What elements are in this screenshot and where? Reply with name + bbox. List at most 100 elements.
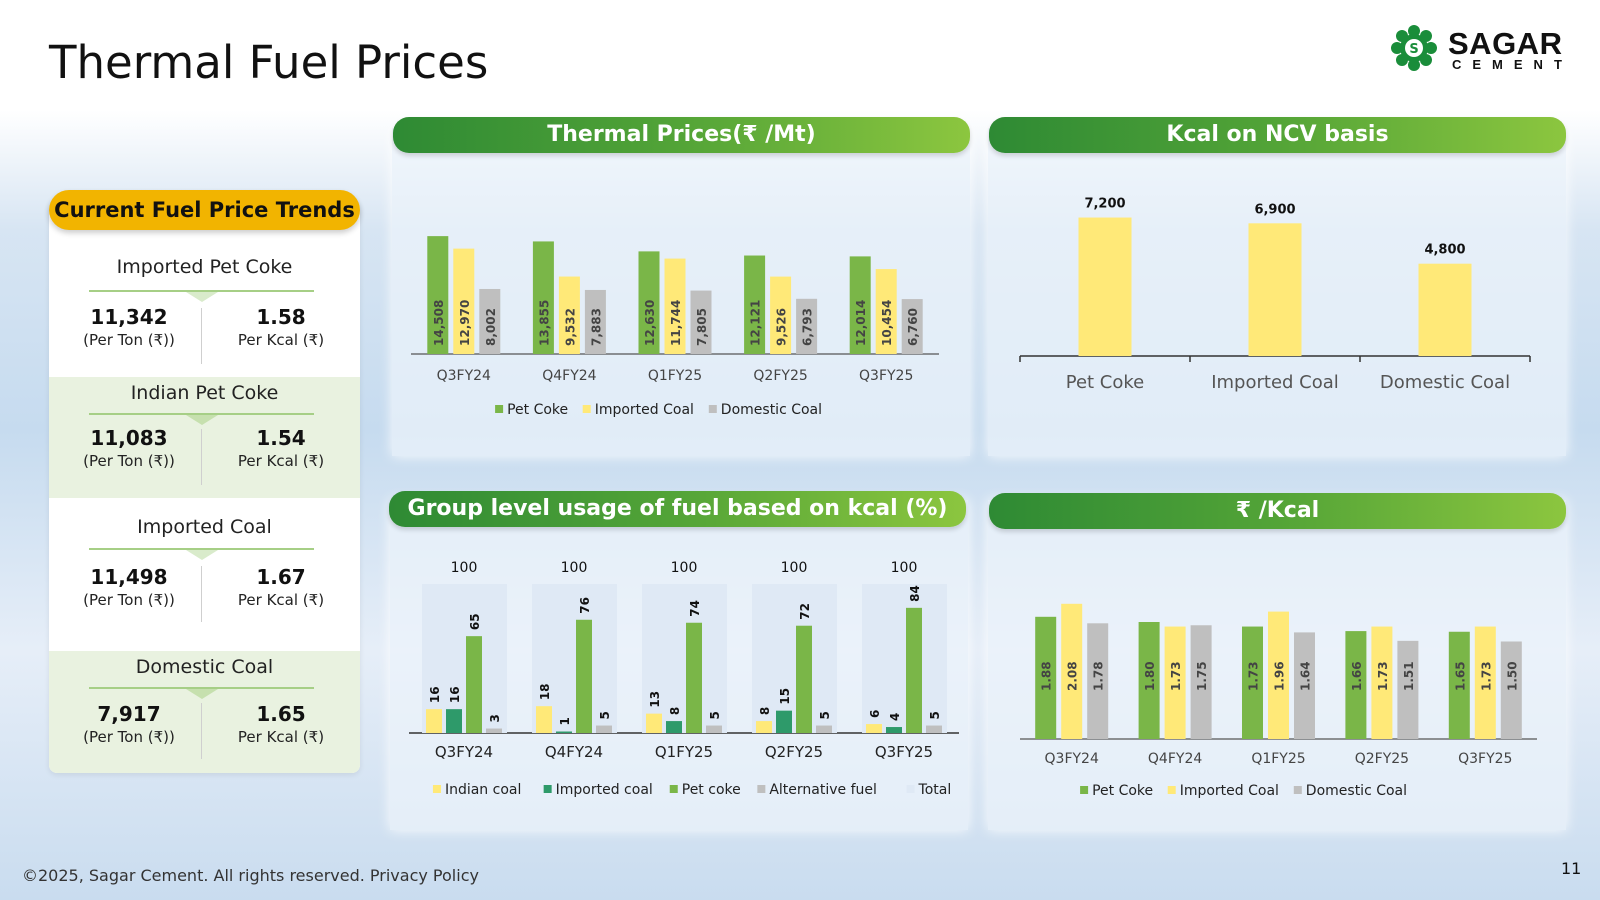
usage-bar — [866, 724, 882, 733]
usage-total-label: 100 — [561, 560, 588, 576]
rskcal-bar-label: 1.66 — [1350, 661, 1364, 691]
usage-tick-label: Q2FY25 — [765, 743, 823, 761]
rskcal-bar — [1474, 626, 1496, 739]
legend-label: Imported coal — [556, 782, 653, 798]
rs-per-kcal-header: ₹ /Kcal — [989, 493, 1566, 529]
usage-bar — [796, 625, 812, 733]
logo-sub: CEMENT — [1452, 57, 1573, 72]
usage-bar — [756, 721, 772, 733]
thermal-bar — [427, 236, 449, 354]
per-kcal-label: Per Kcal (₹) — [237, 452, 325, 470]
thermal-tick-label: Q3FY25 — [859, 368, 913, 384]
usage-bar-label: 15 — [778, 688, 792, 705]
per-kcal-value: 1.58 — [256, 305, 306, 329]
per-ton-label: (Per Ton (₹)) — [83, 591, 175, 609]
legend-swatch-pet-coke — [669, 785, 678, 793]
usage-total-bar — [862, 584, 947, 733]
per-kcal-value: 1.65 — [256, 702, 306, 726]
rskcal-bar — [1345, 631, 1367, 739]
legend-label: Pet coke — [682, 782, 741, 798]
thermal-bar-label: 9,532 — [563, 308, 577, 346]
company-logo: S SAGAR CEMENT — [1390, 24, 1580, 76]
rskcal-bar-label: 1.88 — [1040, 661, 1054, 691]
rskcal-tick-label: Q3FY25 — [1458, 751, 1512, 767]
usage-bar — [686, 622, 702, 733]
legend-label: Imported Coal — [1180, 783, 1279, 799]
fuel-name: Indian Pet Coke — [130, 382, 279, 404]
thermal-bar — [744, 255, 766, 354]
usage-total-label: 100 — [781, 560, 808, 576]
page-number: 11 — [1561, 859, 1582, 878]
kcal-bar — [1078, 217, 1132, 356]
rskcal-bar — [1448, 631, 1470, 739]
fuel-trend-item: Imported Coal 11,498 (Per Ton (₹)) 1.67 … — [49, 498, 360, 651]
footer-copyright[interactable]: ©2025, Sagar Cement. All rights reserved… — [22, 866, 479, 885]
thermal-bar — [875, 269, 897, 354]
fuel-name: Imported Pet Coke — [116, 256, 293, 278]
legend-swatch-domestic-coal — [1293, 786, 1302, 794]
thermal-bar-label: 13,855 — [537, 300, 551, 346]
thermal-bar — [690, 290, 712, 354]
thermal-bar-label: 6,760 — [906, 308, 920, 346]
logo-flower-icon: S — [1391, 25, 1437, 71]
usage-bar-label: 13 — [648, 691, 662, 708]
fuel-name: Imported Coal — [137, 516, 272, 538]
per-kcal-value: 1.67 — [256, 565, 306, 589]
legend-swatch-domestic-coal — [708, 405, 717, 413]
usage-bar — [486, 728, 502, 733]
legend-swatch-imported-coal — [1167, 786, 1176, 794]
thermal-bar-label: 12,970 — [458, 300, 472, 346]
fuel-name: Domestic Coal — [135, 656, 274, 678]
thermal-bar — [796, 298, 818, 354]
usage-bar — [706, 725, 722, 733]
usage-tick-label: Q3FY25 — [875, 743, 933, 761]
usage-total-label: 100 — [451, 560, 478, 576]
thermal-bar-label: 12,121 — [749, 300, 763, 346]
thermal-bar — [664, 258, 686, 354]
thermal-prices-header: Thermal Prices(₹ /Mt) — [393, 117, 970, 153]
legend-label: Imported Coal — [595, 402, 694, 418]
rskcal-bar-label: 1.75 — [1195, 661, 1209, 691]
rskcal-bar — [1190, 625, 1212, 739]
fuel-trend-item: Imported Pet Coke 11,342 (Per Ton (₹)) 1… — [49, 240, 360, 377]
rskcal-tick-label: Q1FY25 — [1251, 751, 1305, 767]
usage-total-bar — [752, 584, 837, 733]
fuel-usage-header: Group level usage of fuel based on kcal … — [389, 491, 966, 527]
usage-bar-label: 65 — [468, 613, 482, 630]
legend-swatch-pet-coke — [495, 405, 504, 413]
rskcal-bar-label: 1.73 — [1247, 661, 1261, 691]
thermal-bar-label: 7,883 — [589, 308, 603, 346]
rskcal-tick-label: Q3FY24 — [1045, 751, 1099, 767]
rskcal-bar — [1397, 640, 1419, 739]
usage-bar — [816, 725, 832, 733]
thermal-tick-label: Q1FY25 — [648, 368, 702, 384]
fuel-trends-card: Imported Pet Coke 11,342 (Per Ton (₹)) 1… — [49, 200, 360, 773]
thermal-bar-label: 6,793 — [801, 308, 815, 346]
usage-bar — [446, 709, 462, 733]
kcal-bar-label: 4,800 — [1424, 243, 1465, 258]
legend-label: Indian coal — [445, 782, 521, 798]
usage-bar-label: 84 — [908, 585, 922, 602]
per-kcal-label: Per Kcal (₹) — [237, 591, 325, 609]
legend-swatch-indian-coal — [432, 785, 441, 793]
legend-swatch-pet-coke — [1080, 786, 1089, 794]
kcal-bar-label: 6,900 — [1254, 202, 1295, 217]
kcal-tick-label: Domestic Coal — [1380, 372, 1510, 393]
usage-bar — [906, 607, 922, 733]
legend-label: Alternative fuel — [769, 782, 877, 798]
thermal-bar-label: 14,508 — [432, 300, 446, 346]
thermal-tick-label: Q2FY25 — [753, 368, 807, 384]
per-ton-label: (Per Ton (₹)) — [83, 728, 175, 746]
legend-label: Domestic Coal — [1306, 783, 1407, 799]
kcal-bar — [1418, 263, 1472, 356]
legend-label: Total — [918, 782, 952, 798]
usage-tick-label: Q3FY24 — [435, 743, 493, 761]
usage-bar — [886, 727, 902, 733]
usage-bar-label: 5 — [598, 711, 612, 719]
rskcal-bar — [1242, 626, 1263, 739]
thermal-bar-label: 8,002 — [484, 308, 498, 346]
rskcal-bar — [1138, 622, 1160, 739]
rskcal-bar-label: 1.96 — [1273, 661, 1287, 691]
per-ton-value: 11,498 — [90, 565, 168, 589]
rskcal-bar-label: 2.08 — [1066, 661, 1080, 691]
